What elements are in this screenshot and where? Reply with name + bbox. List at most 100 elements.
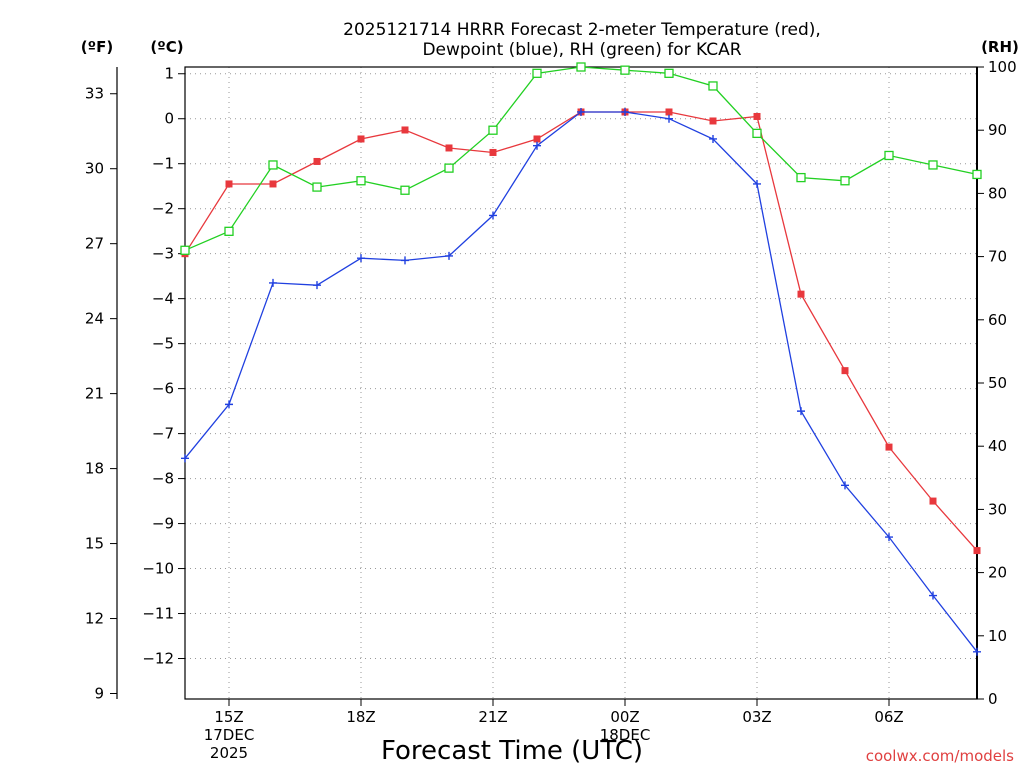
dewpoint-point — [841, 481, 849, 490]
celsius-tick-label: −10 — [142, 560, 174, 578]
celsius-tick-label: −7 — [152, 425, 174, 443]
rh-unit-label: (RH) — [981, 38, 1019, 56]
dewpoint-point — [269, 278, 277, 287]
x-tick-label: 2025 — [210, 744, 248, 762]
celsius-tick-label: −6 — [152, 380, 174, 398]
rh-point — [400, 185, 410, 195]
dewpoint-point — [489, 211, 497, 220]
dewpoint-point — [753, 179, 761, 188]
rh-tick-label: 30 — [988, 500, 1007, 518]
temperature-point — [709, 117, 717, 125]
chart-title-line-2: Dewpoint (blue), RH (green) for KCAR — [422, 40, 741, 60]
rh-point — [664, 68, 674, 78]
rh-tick-label: 70 — [988, 248, 1007, 266]
celsius-tick-label: 1 — [164, 65, 174, 83]
dewpoint-point — [929, 591, 937, 600]
celsius-tick-label: −9 — [152, 515, 174, 533]
x-tick-label: 21Z — [478, 708, 507, 726]
fahrenheit-tick-label: 12 — [85, 610, 104, 628]
x-tick-label: 00Z — [610, 708, 639, 726]
dewpoint-point — [401, 256, 409, 265]
temperature-point — [797, 290, 805, 298]
celsius-tick-label: −11 — [142, 605, 174, 623]
dewpoint-point — [709, 134, 717, 143]
rh-point — [796, 172, 806, 183]
x-tick-label: 15Z — [214, 708, 243, 726]
rh-tick-label: 50 — [988, 374, 1007, 392]
temperature-point — [841, 367, 849, 375]
temperature-point — [973, 547, 981, 555]
fahrenheit-unit-label: (ºF) — [81, 38, 113, 56]
dewpoint-point — [885, 533, 893, 542]
celsius-tick-label: −12 — [142, 650, 174, 668]
rh-tick-label: 0 — [988, 690, 998, 708]
rh-tick-label: 10 — [988, 627, 1007, 645]
rh-point — [576, 62, 586, 72]
rh-tick-label: 100 — [988, 58, 1017, 76]
temperature-point — [929, 497, 937, 505]
dewpoint-point — [533, 141, 541, 150]
rh-tick-label: 90 — [988, 121, 1007, 139]
dewpoint-point — [225, 400, 233, 409]
rh-point — [444, 163, 454, 173]
temperature-point — [489, 148, 497, 156]
fahrenheit-tick-label: 33 — [85, 85, 104, 103]
x-tick-label: 06Z — [874, 708, 903, 726]
dewpoint-point — [665, 114, 673, 123]
temperature-point — [269, 180, 277, 188]
celsius-tick-label: −4 — [152, 290, 174, 308]
rh-point — [180, 245, 190, 255]
axis-ticks: 10−1−2−3−4−5−6−7−8−9−10−11−1233302724211… — [85, 58, 1017, 762]
rh-point — [928, 160, 938, 170]
temperature-point — [313, 157, 321, 165]
rh-line — [184, 66, 978, 251]
temperature-point — [357, 135, 365, 143]
celsius-tick-label: −2 — [152, 200, 174, 218]
rh-point — [972, 169, 982, 180]
fahrenheit-tick-label: 21 — [85, 385, 104, 403]
rh-tick-label: 80 — [988, 184, 1007, 202]
chart-title-line-1: 2025121714 HRRR Forecast 2-meter Tempera… — [343, 20, 821, 40]
rh-tick-label: 60 — [988, 311, 1007, 329]
rh-point — [488, 125, 498, 135]
dewpoint-point — [445, 251, 453, 260]
fahrenheit-tick-label: 15 — [85, 535, 104, 553]
plot-frame — [184, 66, 978, 700]
rh-tick-label: 20 — [988, 564, 1007, 582]
rh-point — [268, 160, 278, 170]
celsius-tick-label: −1 — [152, 155, 174, 173]
celsius-tick-label: −5 — [152, 335, 174, 353]
celsius-unit-label: (ºC) — [150, 38, 183, 56]
temperature-point — [225, 180, 233, 188]
x-tick-label: 18DEC — [600, 726, 651, 744]
temperature-point — [401, 126, 409, 134]
dewpoint-point — [621, 107, 629, 116]
rh-point — [708, 81, 718, 91]
temperature-point — [445, 144, 453, 152]
rh-tick-label: 40 — [988, 437, 1007, 455]
rh-point — [312, 182, 322, 192]
dewpoint-point — [973, 647, 981, 656]
fahrenheit-tick-label: 27 — [85, 235, 104, 253]
grid-lines — [185, 67, 977, 699]
celsius-tick-label: −3 — [152, 245, 174, 263]
temperature-point — [885, 443, 893, 451]
x-tick-label: 17DEC — [204, 726, 255, 744]
fahrenheit-tick-label: 18 — [85, 460, 104, 478]
celsius-tick-label: −8 — [152, 470, 174, 488]
x-tick-label: 03Z — [742, 708, 771, 726]
temperature-point — [533, 135, 541, 143]
rh-point — [884, 150, 894, 161]
dewpoint-point — [181, 454, 189, 463]
dewpoint-point — [357, 254, 365, 263]
rh-point — [752, 128, 762, 139]
x-axis-title: Forecast Time (UTC) — [381, 736, 643, 766]
rh-point — [840, 176, 850, 186]
fahrenheit-tick-label: 30 — [85, 160, 104, 178]
data-series — [180, 62, 982, 656]
rh-point — [620, 65, 630, 75]
rh-point — [356, 176, 366, 186]
dewpoint-line — [184, 111, 978, 653]
fahrenheit-tick-label: 9 — [94, 685, 104, 703]
